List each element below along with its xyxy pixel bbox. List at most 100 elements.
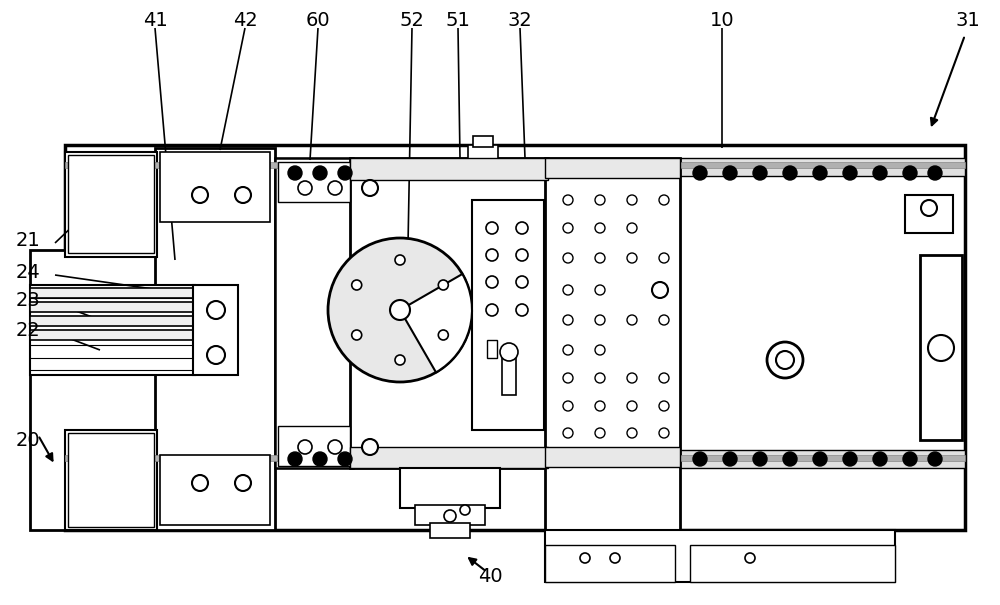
- Circle shape: [563, 195, 573, 205]
- Circle shape: [328, 238, 472, 382]
- Circle shape: [610, 553, 620, 563]
- Circle shape: [192, 187, 208, 203]
- Circle shape: [516, 304, 528, 316]
- Bar: [30, 250, 160, 530]
- Bar: [468, 145, 498, 160]
- Bar: [275, 158, 353, 468]
- Circle shape: [745, 553, 755, 563]
- Circle shape: [873, 166, 887, 180]
- Text: 42: 42: [233, 10, 257, 30]
- Text: 52: 52: [400, 10, 424, 30]
- Circle shape: [627, 253, 637, 263]
- Circle shape: [192, 475, 208, 491]
- Bar: [472, 200, 544, 430]
- Circle shape: [595, 195, 605, 205]
- Bar: [278, 162, 350, 202]
- Circle shape: [595, 253, 605, 263]
- Circle shape: [595, 401, 605, 411]
- Bar: [545, 530, 895, 582]
- Circle shape: [813, 166, 827, 180]
- Bar: [278, 426, 350, 466]
- Bar: [920, 255, 962, 440]
- Circle shape: [235, 475, 251, 491]
- Bar: [160, 455, 270, 525]
- Circle shape: [438, 280, 448, 290]
- Circle shape: [813, 452, 827, 466]
- Bar: [65, 158, 965, 176]
- Wedge shape: [400, 274, 472, 372]
- Bar: [68, 433, 154, 527]
- Circle shape: [328, 181, 342, 195]
- Bar: [30, 302, 195, 312]
- Circle shape: [352, 330, 362, 340]
- Bar: [193, 285, 238, 375]
- Bar: [160, 152, 270, 222]
- Circle shape: [288, 166, 302, 180]
- Circle shape: [659, 428, 669, 438]
- Circle shape: [438, 330, 448, 340]
- Bar: [65, 145, 965, 530]
- Circle shape: [652, 282, 668, 298]
- Circle shape: [563, 428, 573, 438]
- Circle shape: [362, 180, 378, 196]
- Circle shape: [595, 373, 605, 383]
- Circle shape: [776, 351, 794, 369]
- Text: 22: 22: [16, 321, 40, 339]
- Circle shape: [921, 200, 937, 216]
- Circle shape: [873, 452, 887, 466]
- Text: 21: 21: [16, 231, 40, 249]
- Circle shape: [298, 181, 312, 195]
- Circle shape: [627, 373, 637, 383]
- Circle shape: [843, 452, 857, 466]
- Circle shape: [486, 276, 498, 288]
- Bar: [65, 162, 965, 168]
- Circle shape: [516, 222, 528, 234]
- Text: 41: 41: [143, 10, 167, 30]
- Circle shape: [659, 401, 669, 411]
- Bar: [30, 316, 195, 326]
- Circle shape: [659, 195, 669, 205]
- Text: 23: 23: [16, 290, 40, 310]
- Bar: [430, 523, 470, 538]
- Bar: [30, 285, 195, 375]
- Bar: [65, 152, 157, 257]
- Circle shape: [207, 346, 225, 364]
- Text: 40: 40: [478, 567, 502, 586]
- Circle shape: [328, 440, 342, 454]
- Circle shape: [288, 452, 302, 466]
- Bar: [545, 447, 680, 467]
- Text: 32: 32: [508, 10, 532, 30]
- Circle shape: [595, 223, 605, 233]
- Text: 60: 60: [306, 10, 330, 30]
- Circle shape: [338, 166, 352, 180]
- Circle shape: [627, 428, 637, 438]
- Circle shape: [563, 285, 573, 295]
- Circle shape: [595, 428, 605, 438]
- Bar: [690, 545, 895, 582]
- Bar: [487, 340, 497, 358]
- Circle shape: [627, 223, 637, 233]
- Circle shape: [486, 222, 498, 234]
- Bar: [65, 430, 157, 530]
- Bar: [30, 330, 195, 340]
- Circle shape: [595, 315, 605, 325]
- Bar: [473, 136, 493, 147]
- Circle shape: [783, 166, 797, 180]
- Bar: [905, 195, 953, 233]
- Circle shape: [723, 166, 737, 180]
- Bar: [400, 468, 500, 508]
- Circle shape: [563, 401, 573, 411]
- Circle shape: [460, 505, 470, 515]
- Circle shape: [659, 253, 669, 263]
- Circle shape: [362, 439, 378, 455]
- Circle shape: [903, 452, 917, 466]
- Circle shape: [627, 401, 637, 411]
- Circle shape: [313, 166, 327, 180]
- Circle shape: [928, 166, 942, 180]
- Text: 24: 24: [16, 263, 40, 281]
- Circle shape: [693, 452, 707, 466]
- Circle shape: [723, 452, 737, 466]
- Text: 51: 51: [446, 10, 470, 30]
- Bar: [502, 355, 516, 395]
- Circle shape: [298, 440, 312, 454]
